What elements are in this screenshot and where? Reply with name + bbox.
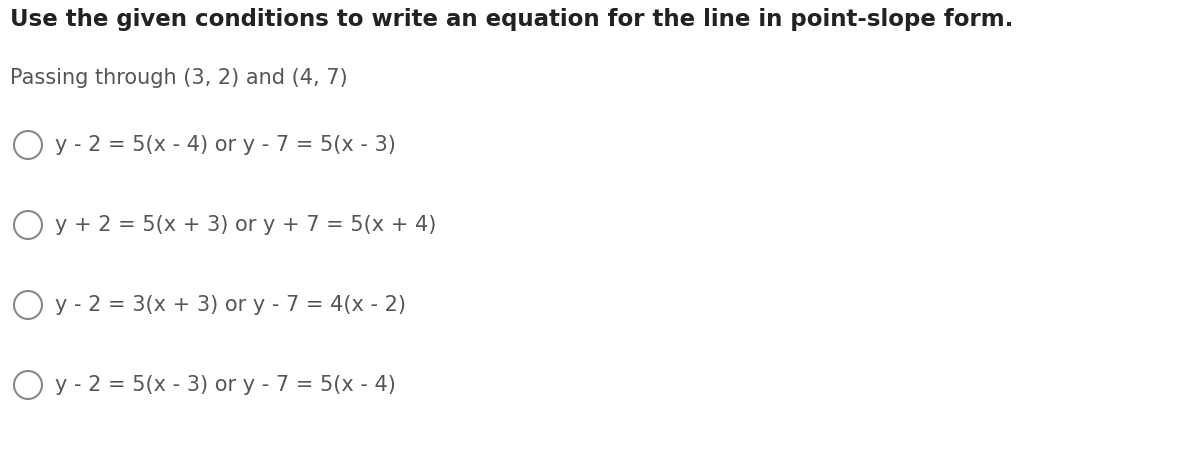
Text: y - 2 = 5(x - 3) or y - 7 = 5(x - 4): y - 2 = 5(x - 3) or y - 7 = 5(x - 4)	[55, 375, 396, 395]
Text: y - 2 = 5(x - 4) or y - 7 = 5(x - 3): y - 2 = 5(x - 4) or y - 7 = 5(x - 3)	[55, 135, 396, 155]
Text: y + 2 = 5(x + 3) or y + 7 = 5(x + 4): y + 2 = 5(x + 3) or y + 7 = 5(x + 4)	[55, 215, 437, 235]
Text: y - 2 = 3(x + 3) or y - 7 = 4(x - 2): y - 2 = 3(x + 3) or y - 7 = 4(x - 2)	[55, 295, 406, 315]
Text: Passing through (3, 2) and (4, 7): Passing through (3, 2) and (4, 7)	[10, 68, 348, 88]
Text: Use the given conditions to write an equation for the line in point-slope form.: Use the given conditions to write an equ…	[10, 8, 1013, 31]
